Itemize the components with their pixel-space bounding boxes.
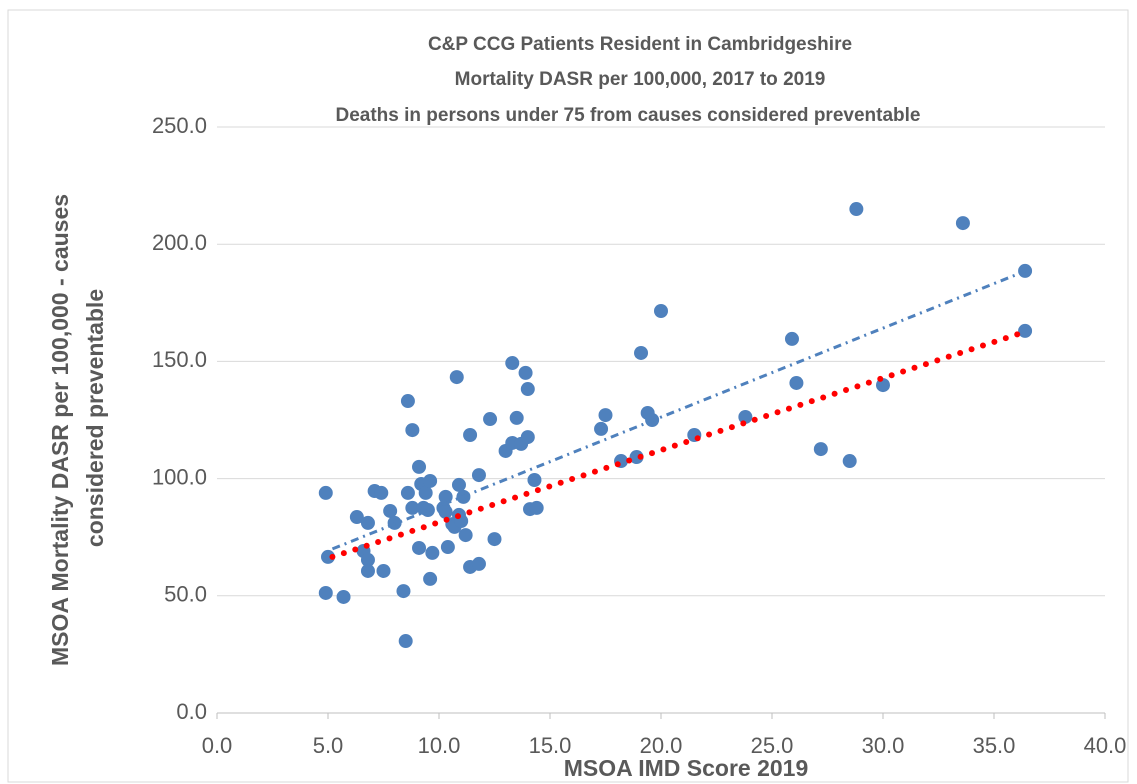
point: [318, 485, 333, 500]
point: [440, 540, 455, 555]
x-tick-label: 30.0: [862, 733, 905, 758]
chart-title: Deaths in persons under 75 from causes c…: [336, 105, 921, 126]
point: [423, 571, 438, 586]
point: [451, 477, 466, 492]
point: [336, 589, 351, 604]
point: [955, 216, 970, 231]
point: [1018, 263, 1033, 278]
point: [360, 515, 375, 530]
point: [463, 428, 478, 443]
chart-title: C&P CCG Patients Resident in Cambridgesh…: [428, 34, 852, 55]
point: [789, 375, 804, 390]
y-tick-label: 100.0: [152, 464, 207, 489]
point: [383, 503, 398, 518]
point: [629, 450, 644, 465]
x-tick-label: 0.0: [202, 733, 233, 758]
point: [360, 552, 375, 567]
point: [412, 459, 427, 474]
x-tick-label: 15.0: [529, 733, 572, 758]
x-tick-label: 10.0: [418, 733, 461, 758]
point: [471, 556, 486, 571]
point: [398, 634, 413, 649]
point: [425, 545, 440, 560]
x-axis-title: MSOA IMD Score 2019: [564, 755, 809, 781]
point: [813, 442, 828, 457]
y-tick-label: 0.0: [176, 699, 207, 724]
point: [321, 549, 335, 564]
point: [396, 584, 411, 599]
point: [634, 345, 649, 360]
point: [509, 410, 524, 425]
trendline: [331, 269, 1026, 551]
x-tick-label: 25.0: [751, 733, 794, 758]
y-axis-title: considered preventable: [82, 289, 108, 547]
point: [654, 304, 668, 319]
point: [784, 331, 799, 346]
point: [376, 563, 391, 578]
point: [374, 485, 389, 500]
point: [527, 473, 542, 488]
point: [598, 408, 613, 423]
point: [412, 540, 427, 555]
point: [405, 500, 420, 515]
point: [349, 510, 364, 525]
trendline: [329, 328, 1029, 560]
point: [418, 485, 433, 500]
point: [483, 412, 498, 427]
point: [423, 473, 438, 488]
point: [438, 489, 453, 504]
point: [487, 532, 502, 547]
y-tick-label: 200.0: [152, 230, 207, 255]
point: [505, 356, 520, 371]
chart-border: [7, 9, 1129, 783]
x-tick-label: 5.0: [313, 733, 344, 758]
point: [449, 370, 464, 385]
x-tick-label: 20.0: [640, 733, 683, 758]
point: [400, 485, 415, 500]
point: [518, 365, 533, 380]
y-tick-label: 50.0: [164, 582, 207, 607]
point: [438, 504, 453, 519]
x-tick-label: 35.0: [973, 733, 1016, 758]
y-tick-label: 150.0: [152, 347, 207, 372]
point: [458, 528, 473, 543]
point: [738, 409, 753, 424]
point: [1018, 323, 1033, 338]
y-tick-label: 250.0: [152, 113, 207, 138]
point: [842, 454, 857, 469]
point: [360, 563, 375, 578]
point: [405, 423, 420, 438]
point: [318, 585, 333, 600]
point: [520, 430, 535, 445]
point: [594, 421, 609, 436]
chart-title: Mortality DASR per 100,000, 2017 to 2019: [455, 69, 826, 90]
point: [849, 202, 864, 217]
point: [529, 500, 544, 515]
point: [471, 468, 486, 483]
point: [400, 394, 415, 409]
point: [520, 382, 535, 397]
x-tick-label: 40.0: [1084, 733, 1127, 758]
y-axis-title: MSOA Mortality DASR per 100,000 - causes: [47, 194, 73, 666]
